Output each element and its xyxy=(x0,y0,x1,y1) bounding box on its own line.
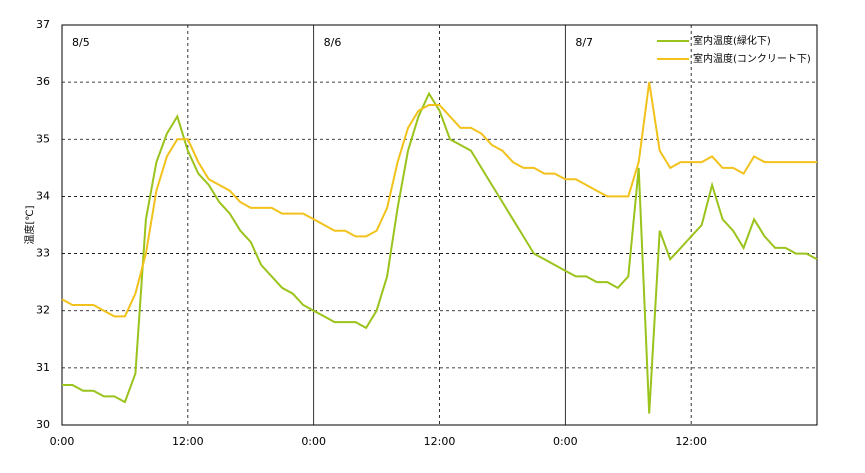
line-series xyxy=(61,81,817,318)
y-tick-label: 36 xyxy=(36,75,50,88)
annotation: 8/5 xyxy=(72,36,90,49)
y-tick-label: 32 xyxy=(36,304,50,317)
y-tick-label: 34 xyxy=(36,189,50,202)
annotation: 8/6 xyxy=(324,36,342,49)
y-tick-label: 31 xyxy=(36,361,50,374)
x-tick-label: 12:00 xyxy=(424,435,456,448)
x-tick-label: 12:00 xyxy=(675,435,707,448)
line-series xyxy=(62,91,818,414)
x-tick-label: 0:00 xyxy=(50,435,75,448)
y-tick-label: 37 xyxy=(36,18,50,31)
x-tick-label: 12:00 xyxy=(172,435,204,448)
legend-label: 室内温度(コンクリート下) xyxy=(693,52,811,65)
y-axis-label: 温度[℃] xyxy=(23,205,36,244)
y-tick-label: 33 xyxy=(36,247,50,260)
y-tick-label: 35 xyxy=(36,132,50,145)
x-tick-label: 0:00 xyxy=(301,435,326,448)
x-tick-label: 0:00 xyxy=(553,435,578,448)
legend-label: 室内温度(緑化下) xyxy=(693,34,771,47)
annotation: 8/7 xyxy=(575,36,593,49)
plot-frame xyxy=(61,24,818,426)
y-tick-label: 30 xyxy=(36,418,50,431)
